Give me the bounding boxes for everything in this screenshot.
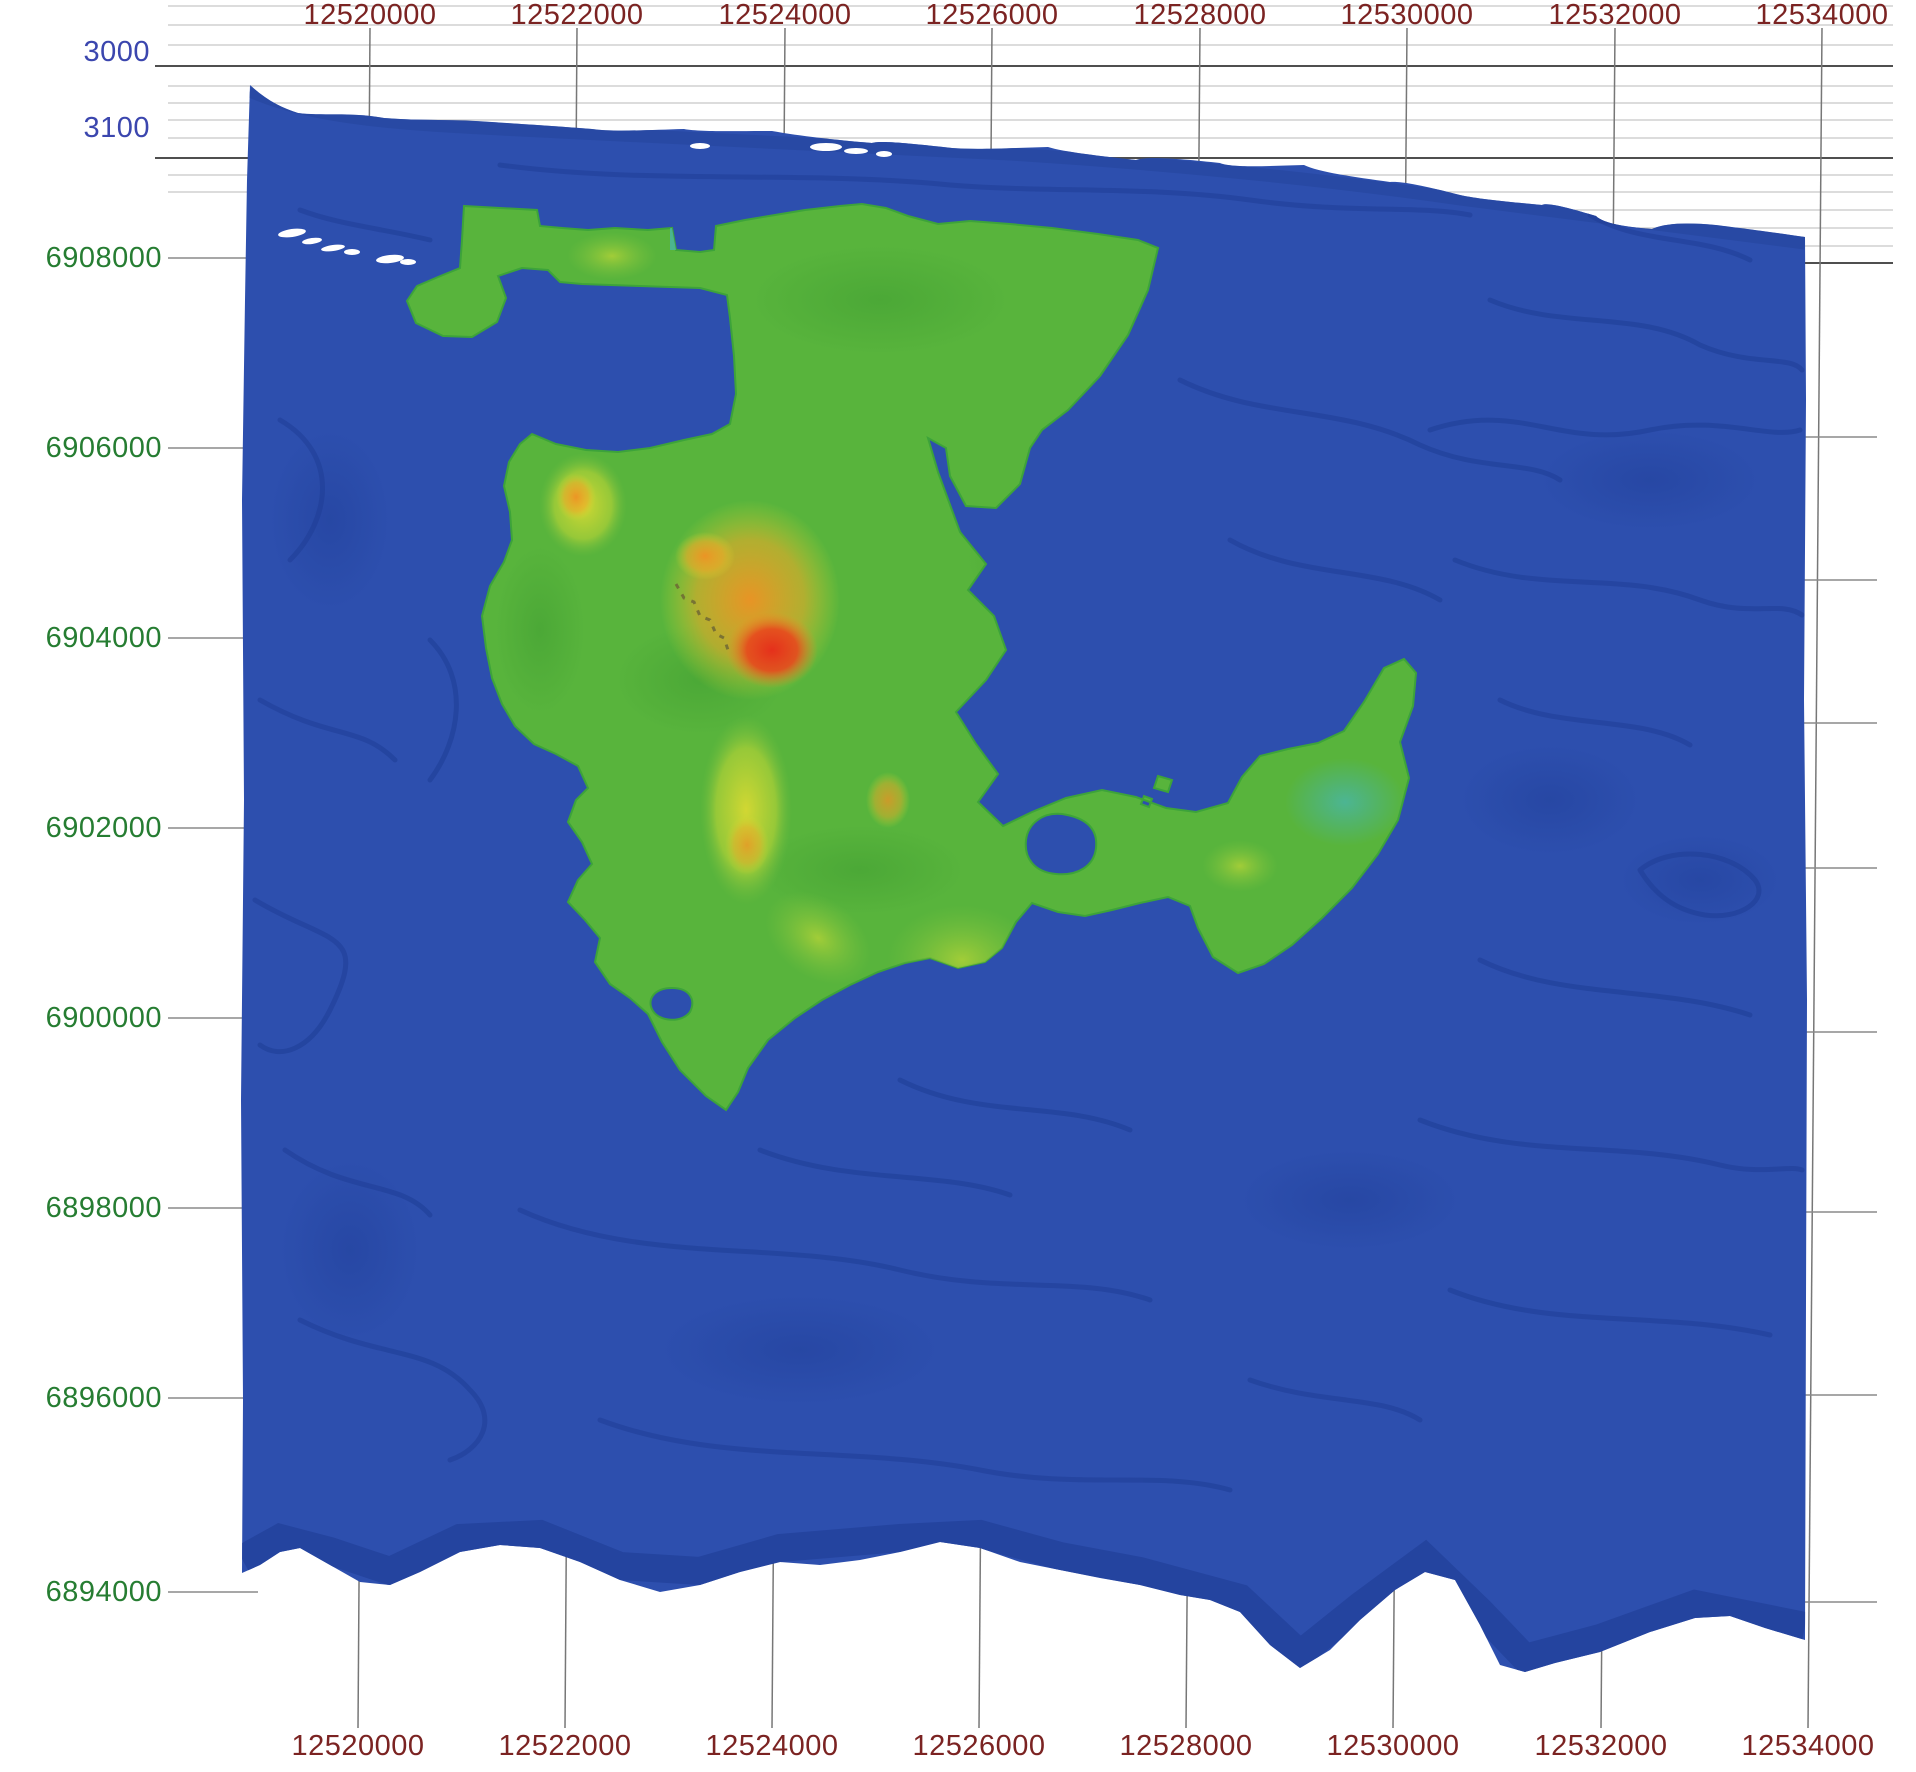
channel-marks [252, 162, 1805, 1493]
northing-label: 6906000 [45, 432, 162, 464]
top-easting-label: 12532000 [1548, 0, 1682, 31]
northing-label: 6902000 [45, 812, 162, 844]
northing-label: 6898000 [45, 1192, 162, 1224]
top-easting-label: 12522000 [510, 0, 644, 31]
bottom-easting-label: 12522000 [498, 1730, 632, 1762]
specular-specks [278, 143, 892, 265]
bottom-easting-label: 12532000 [1534, 1730, 1668, 1762]
northing-label: 6896000 [45, 1382, 162, 1414]
depth-label: 3100 [83, 112, 150, 144]
bottom-easting-label: 12534000 [1741, 1730, 1875, 1762]
top-easting-label: 12520000 [303, 0, 437, 31]
bottom-easting-label: 12528000 [1119, 1730, 1253, 1762]
bottom-easting-label: 12520000 [291, 1730, 425, 1762]
northing-label: 6900000 [45, 1002, 162, 1034]
top-easting-label: 12534000 [1755, 0, 1889, 31]
northing-ticks-right [1800, 436, 1877, 1603]
northing-label: 6908000 [45, 242, 162, 274]
bottom-easting-label: 12530000 [1326, 1730, 1460, 1762]
top-easting-label: 12526000 [925, 0, 1059, 31]
top-easting-label: 12530000 [1340, 0, 1474, 31]
anomaly-region [406, 203, 1417, 1111]
base-horizon-surface [241, 85, 1807, 1672]
top-easting-label: 12528000 [1133, 0, 1267, 31]
bottom-easting-label: 12526000 [912, 1730, 1046, 1762]
shadow-step-line [674, 583, 730, 651]
bottom-easting-label: 12524000 [705, 1730, 839, 1762]
northing-label: 6894000 [45, 1576, 162, 1608]
northing-label: 6904000 [45, 622, 162, 654]
top-easting-label: 12524000 [718, 0, 852, 31]
depth-label: 3000 [83, 36, 150, 68]
